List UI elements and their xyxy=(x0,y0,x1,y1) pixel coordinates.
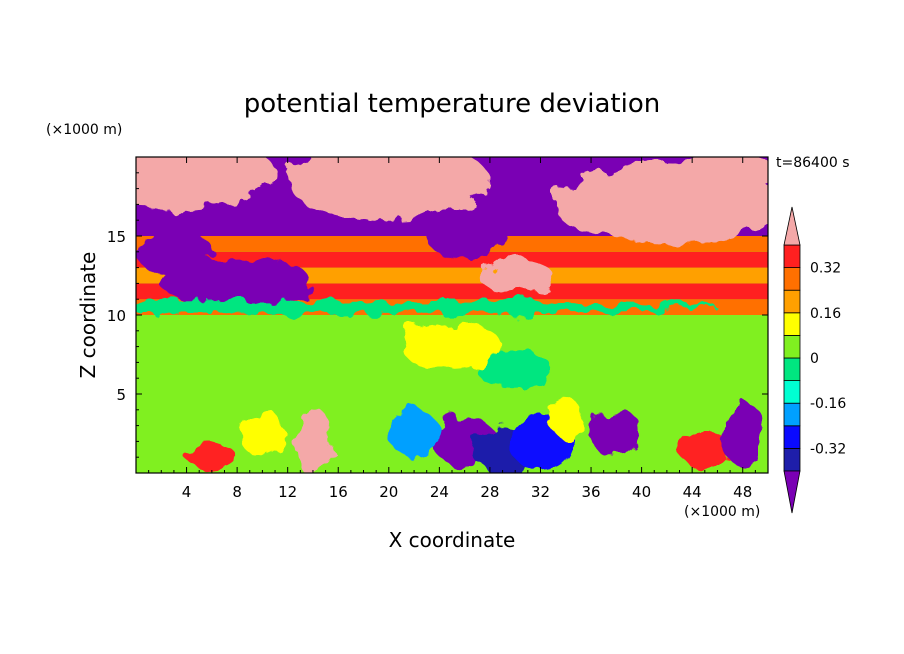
y-tick-label: 5 xyxy=(116,386,126,404)
contour-field xyxy=(136,157,768,473)
colorbar: 0.32 0.16 0 -0.16 -0.32 xyxy=(783,206,846,514)
colorbar-label: 0 xyxy=(810,351,819,367)
colorbar-label: -0.32 xyxy=(810,441,846,457)
contour-blob xyxy=(591,408,642,459)
x-tick-label: 24 xyxy=(430,483,449,501)
x-tick-label: 8 xyxy=(232,483,242,501)
contour-blob xyxy=(161,258,313,309)
colorbar-label: 0.32 xyxy=(810,261,841,277)
x-tick-label: 44 xyxy=(683,483,702,501)
time-label: t=86400 s xyxy=(776,155,850,171)
contour-blob xyxy=(287,157,490,221)
x-tick-label: 16 xyxy=(329,483,348,501)
x-tick-label: 4 xyxy=(182,483,192,501)
contour-blob xyxy=(186,444,238,470)
x-tick-label: 32 xyxy=(531,483,550,501)
colorbar-swatch xyxy=(783,312,801,336)
colorbar-swatch xyxy=(783,380,801,404)
x-axis-unit: (×1000 m) xyxy=(684,504,760,520)
y-tick-label: 10 xyxy=(107,307,126,325)
y-tick-label: 15 xyxy=(107,228,126,246)
contour-blob xyxy=(136,300,718,314)
y-axis-label: Z coordinate xyxy=(76,252,100,379)
contour-blob xyxy=(719,401,766,466)
x-tick-label: 12 xyxy=(278,483,297,501)
y-axis-unit: (×1000 m) xyxy=(46,122,122,138)
contour-blob xyxy=(136,157,276,213)
x-tick-label: 20 xyxy=(379,483,398,501)
colorbar-swatch xyxy=(783,334,801,359)
contour-blob xyxy=(294,406,332,473)
y-axis-ticks: 5 10 15 xyxy=(107,172,768,458)
contour-blob xyxy=(239,409,286,458)
contour-blob xyxy=(679,157,768,192)
colorbar-swatch xyxy=(783,402,801,427)
chart-title: potential temperature deviation xyxy=(244,89,660,119)
x-tick-label: 36 xyxy=(581,483,600,501)
contour-blob xyxy=(426,212,503,260)
colorbar-label: -0.16 xyxy=(810,396,846,412)
x-tick-label: 28 xyxy=(480,483,499,501)
colorbar-upper-arrow xyxy=(783,206,801,246)
x-axis-ticks: 4 8 12 16 20 24 28 32 36 40 44 48 xyxy=(148,157,756,501)
colorbar-swatch xyxy=(783,357,801,382)
contour-blob xyxy=(477,351,554,390)
colorbar-swatch xyxy=(783,425,801,449)
contour-band xyxy=(136,251,768,268)
contour-blob xyxy=(401,322,503,371)
colorbar-swatch xyxy=(783,447,801,472)
contour-blob xyxy=(548,398,584,437)
colorbar-swatch xyxy=(783,289,801,314)
contour-blob xyxy=(388,409,440,458)
contour-blob xyxy=(136,228,212,276)
colorbar-lower-arrow xyxy=(783,470,801,514)
x-tick-label: 48 xyxy=(733,483,752,501)
x-axis-label: X coordinate xyxy=(389,528,516,552)
colorbar-swatch xyxy=(783,244,801,269)
contour-blob xyxy=(679,430,731,469)
colorbar-swatch xyxy=(783,267,801,291)
colorbar-label: 0.16 xyxy=(810,306,841,322)
contour-blob xyxy=(477,259,554,292)
x-tick-label: 40 xyxy=(632,483,651,501)
